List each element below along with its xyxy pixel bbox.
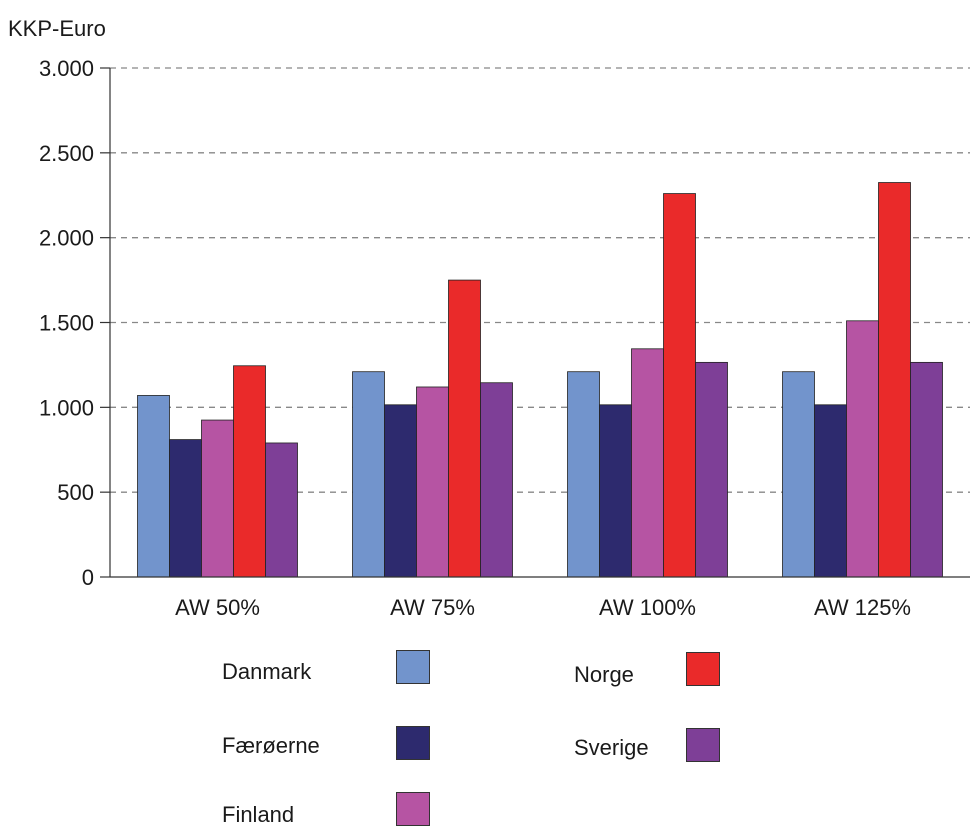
x-category-label: AW 75% [390, 595, 475, 620]
bar [846, 320, 879, 578]
legend-label-norge: Norge [574, 662, 634, 687]
bar [352, 371, 385, 578]
bar [695, 361, 728, 578]
bar [233, 365, 266, 578]
legend-swatch-faeroerne [396, 726, 430, 760]
bar [448, 279, 481, 578]
x-category-label: AW 100% [599, 595, 696, 620]
bar [137, 395, 170, 578]
y-tick-label: 1.000 [39, 395, 94, 420]
legend-label-danmark: Danmark [222, 659, 312, 684]
bar [663, 193, 696, 578]
bars [137, 182, 943, 578]
y-tick-label: 0 [82, 565, 94, 590]
bar [201, 419, 234, 578]
legend-label-finland: Finland [222, 802, 295, 827]
bar [814, 404, 847, 578]
y-tick-label: 2.000 [39, 226, 94, 251]
bar [384, 404, 417, 578]
y-tick-label: 500 [57, 480, 94, 505]
bar [567, 371, 600, 578]
x-category-label: AW 50% [175, 595, 260, 620]
bar [878, 182, 911, 578]
legend-swatch-danmark [396, 650, 430, 684]
legend-swatch-sverige [686, 728, 720, 762]
y-axis-label: KKP-Euro [8, 16, 106, 41]
y-tick-labels: 0 500 1.000 1.500 2.000 2.500 3.000 [39, 56, 94, 590]
x-category-labels: AW 50% AW 75% AW 100% AW 125% [175, 595, 911, 620]
bar [599, 404, 632, 578]
y-tick-label: 3.000 [39, 56, 94, 81]
legend-label-faeroerne: Færøerne [222, 733, 320, 758]
bar [910, 361, 943, 578]
bar [782, 371, 815, 578]
bar [416, 386, 449, 578]
legend-swatch-finland [396, 792, 430, 826]
y-tick-label: 1.500 [39, 311, 94, 336]
bar [631, 348, 664, 578]
bar [265, 442, 298, 578]
x-category-label: AW 125% [814, 595, 911, 620]
legend-label-sverige: Sverige [574, 735, 649, 760]
bar [169, 439, 202, 578]
y-tick-label: 2.500 [39, 141, 94, 166]
legend-swatch-norge [686, 652, 720, 686]
bar [480, 382, 513, 578]
bar-chart: KKP-Euro 0 500 1.000 1.500 2.000 2.500 3.000 A… [8, 16, 970, 620]
